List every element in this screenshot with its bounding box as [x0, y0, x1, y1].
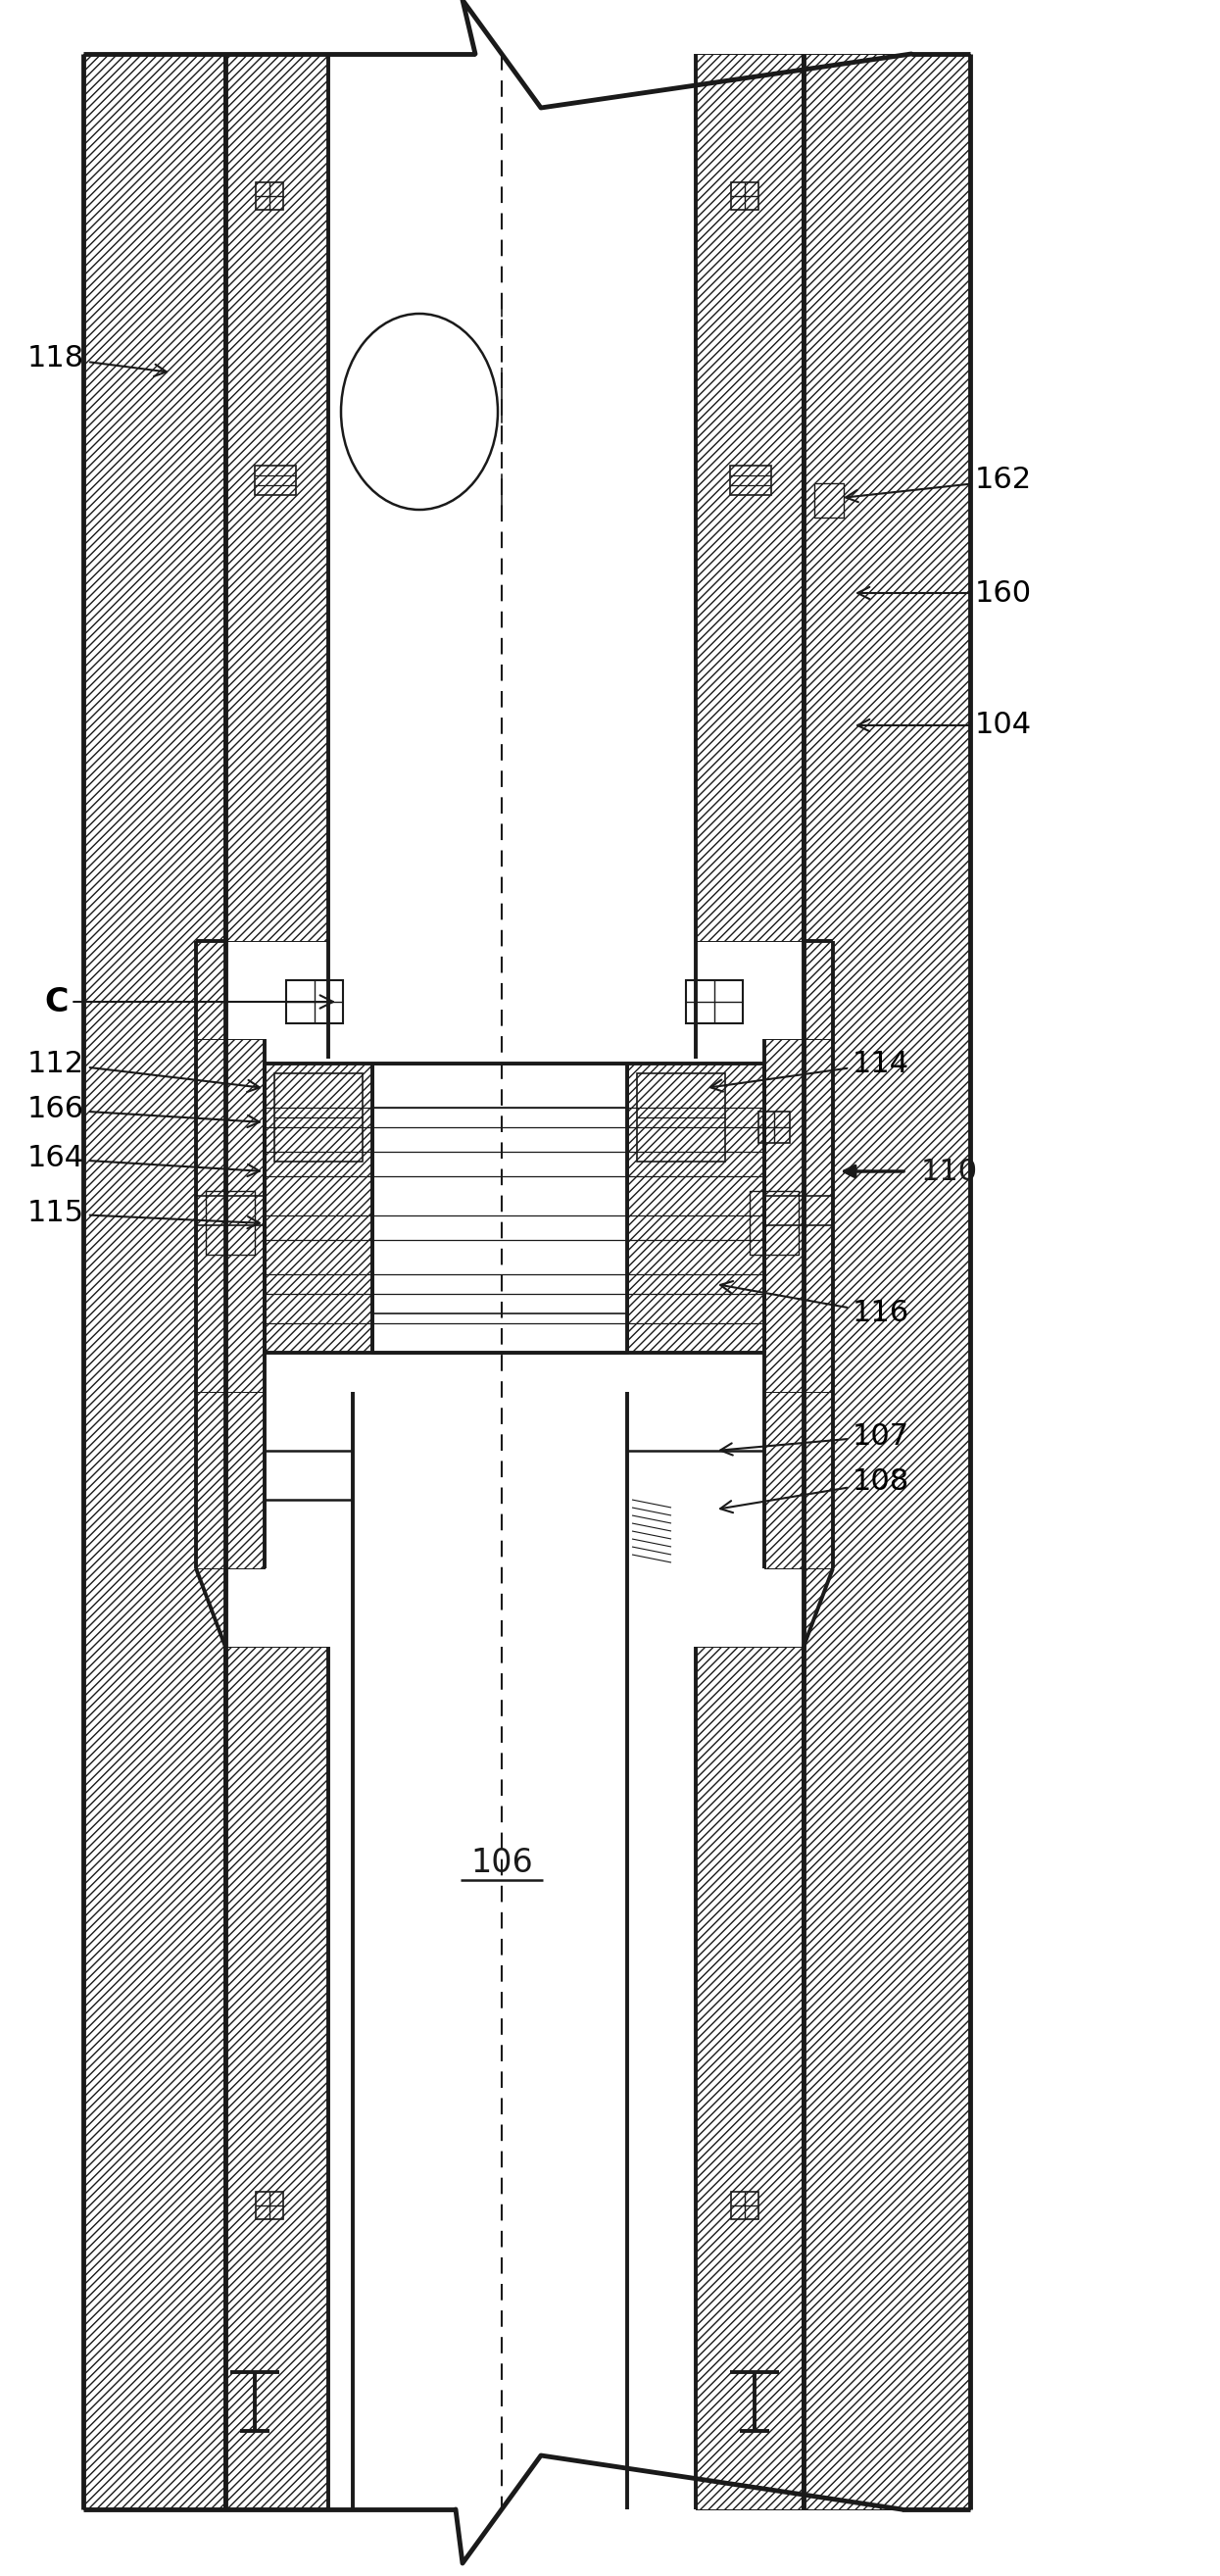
- Bar: [372, 1064, 627, 1352]
- Bar: [265, 1064, 765, 1352]
- Bar: [196, 1038, 265, 1391]
- Bar: [274, 1074, 362, 1162]
- Bar: [686, 981, 743, 1023]
- Bar: [256, 183, 283, 209]
- Text: C: C: [44, 987, 333, 1018]
- Bar: [255, 466, 296, 495]
- Bar: [206, 1190, 255, 1255]
- Text: 108: 108: [720, 1468, 910, 1512]
- Bar: [83, 54, 226, 2509]
- Bar: [265, 1064, 765, 1352]
- Bar: [83, 54, 226, 2509]
- Bar: [196, 1038, 265, 1391]
- Text: 106: 106: [471, 1847, 533, 1878]
- Text: 104: 104: [858, 711, 1032, 739]
- Bar: [765, 1391, 833, 1569]
- Bar: [226, 1646, 328, 2509]
- Bar: [765, 1038, 833, 1391]
- Text: 118: 118: [27, 343, 166, 376]
- Bar: [731, 2192, 759, 2218]
- Bar: [730, 466, 771, 495]
- Bar: [226, 54, 328, 940]
- Text: 115: 115: [27, 1200, 260, 1229]
- Bar: [765, 1391, 833, 1569]
- Bar: [226, 54, 328, 940]
- Bar: [695, 1646, 804, 2509]
- Bar: [637, 1074, 725, 1162]
- Text: 107: 107: [720, 1422, 909, 1455]
- Bar: [731, 183, 759, 209]
- Text: 166: 166: [27, 1095, 260, 1128]
- Bar: [804, 54, 970, 2509]
- Bar: [695, 54, 804, 940]
- Bar: [749, 1190, 799, 1255]
- Bar: [759, 1113, 789, 1144]
- Text: 110: 110: [921, 1157, 978, 1185]
- Bar: [765, 1038, 833, 1391]
- Bar: [804, 54, 970, 2509]
- Bar: [196, 1391, 265, 1569]
- Bar: [196, 1391, 265, 1569]
- Text: 164: 164: [27, 1144, 260, 1177]
- Bar: [695, 1646, 804, 2509]
- Text: 116: 116: [720, 1280, 909, 1327]
- Text: 112: 112: [27, 1048, 260, 1092]
- Bar: [695, 54, 804, 940]
- Text: 162: 162: [845, 466, 1032, 502]
- Bar: [814, 484, 844, 518]
- Bar: [226, 1646, 328, 2509]
- Text: 160: 160: [858, 580, 1032, 608]
- Bar: [256, 2192, 283, 2218]
- Text: 114: 114: [710, 1048, 909, 1092]
- Bar: [287, 981, 343, 1023]
